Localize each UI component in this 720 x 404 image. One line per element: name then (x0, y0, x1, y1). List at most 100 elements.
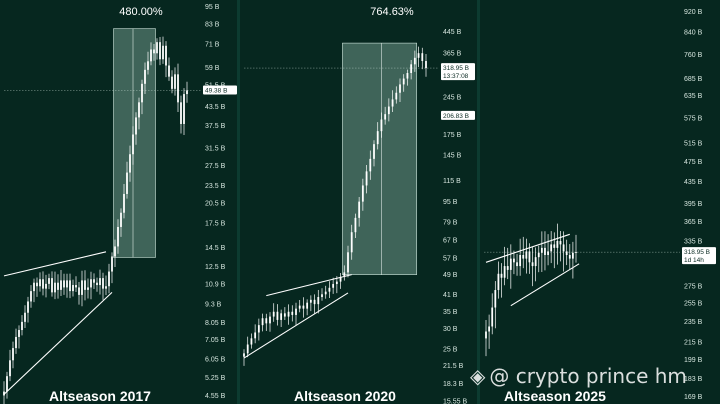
chart-title: Altseason 2017 (49, 388, 151, 404)
candle-body (361, 185, 364, 202)
candle-body (39, 279, 41, 287)
y-tick-label: 18.3 B (443, 381, 464, 388)
candle-body (33, 282, 35, 292)
candle-body (395, 92, 398, 100)
candle-body (45, 283, 47, 289)
price-tag-time: 13:37:08 (443, 73, 469, 80)
candle-body (3, 391, 5, 396)
trendline-upper (266, 274, 352, 297)
candle-body (575, 252, 577, 253)
candle-body (283, 313, 286, 317)
y-tick-label: 5.25 B (205, 375, 226, 382)
candle-body (380, 119, 383, 132)
candle-body (69, 280, 71, 292)
trendline-upper (485, 233, 570, 263)
price-tag-bg (441, 63, 475, 81)
y-tick-label: 57 B (443, 255, 458, 262)
candle-body (365, 171, 368, 186)
candle-body (291, 311, 294, 315)
candle-body (42, 279, 44, 289)
y-tick-label: 17.5 B (205, 221, 226, 228)
candle-body (485, 331, 487, 339)
price-tag-bg (203, 85, 237, 95)
y-tick-label: 6.05 B (205, 357, 226, 364)
candle-body (559, 240, 562, 245)
candle-body (513, 258, 515, 263)
y-tick-label: 15.55 B (443, 399, 467, 404)
candle-body (156, 42, 158, 54)
candle-body (24, 312, 26, 322)
candle-body (306, 302, 309, 309)
candle-body (369, 158, 372, 172)
candle-body (343, 272, 346, 277)
candle-body (537, 252, 540, 258)
candle-body (497, 273, 500, 291)
candle-body (509, 258, 512, 270)
candle-body (27, 301, 29, 313)
candle-body (491, 307, 494, 327)
candle-body (183, 94, 185, 124)
candle-body (81, 280, 83, 295)
y-tick-label: 12.5 B (205, 264, 226, 271)
y-tick-label: 920 B (684, 9, 703, 16)
candle-body (413, 57, 416, 65)
y-tick-label: 575 B (684, 116, 703, 123)
candle-body (102, 278, 104, 289)
candle-body (54, 282, 56, 293)
candle-body (243, 353, 245, 357)
candle-body (302, 305, 305, 309)
candle-body (132, 134, 134, 155)
y-tick-label: 145 B (443, 152, 462, 159)
candle-body (174, 74, 176, 89)
candle-body (186, 90, 188, 95)
y-tick-label: 71 B (205, 41, 220, 48)
candle-body (120, 212, 122, 227)
candle-body (309, 299, 312, 303)
candle-body (15, 336, 17, 349)
chart-2025: 920 B 840 B 760 B 685 B 635 B 575 B 515 B 475 B… (484, 9, 716, 404)
binance-diamond-icon: ◈ (470, 364, 486, 388)
candle-body (321, 294, 323, 298)
y-tick-label: 20.5 B (205, 200, 226, 207)
candle-body (96, 282, 98, 286)
candle-body (78, 287, 80, 295)
candle-body (287, 311, 290, 317)
y-tick-label: 35 B (443, 309, 458, 316)
y-tick-label: 27.5 B (205, 163, 226, 170)
low-tag-bg (441, 110, 475, 120)
candle-body (335, 281, 338, 285)
candle-body (332, 284, 335, 288)
candle-body (562, 244, 565, 252)
candle-body (159, 42, 161, 60)
y-tick-label: 23.5 B (205, 183, 226, 190)
candle-body (384, 114, 387, 120)
candle-body (350, 232, 353, 253)
candle-body (425, 61, 427, 69)
trendline-upper (3, 251, 107, 277)
candle-body (540, 247, 543, 253)
y-tick-label: 515 B (684, 141, 703, 148)
candle-body (90, 279, 92, 288)
candle-body (494, 290, 497, 308)
candle-body (531, 262, 534, 267)
candle-body (406, 72, 409, 79)
y-tick-label: 37.5 B (205, 123, 226, 130)
candle-body (254, 332, 257, 339)
y-tick-label: 115 B (443, 178, 461, 185)
candle-body (417, 53, 420, 58)
candle-body (141, 83, 143, 103)
y-tick-label: 31.5 B (205, 145, 226, 152)
candle-body (553, 244, 556, 248)
candle-body (544, 247, 546, 255)
candle-body (298, 305, 301, 309)
price-tag-time: 1d 14h (684, 257, 704, 264)
candle-body (339, 276, 342, 282)
candle-body (556, 240, 559, 248)
y-tick-label: 635 B (684, 93, 703, 100)
y-tick-label: 275 B (684, 283, 703, 290)
y-tick-label: 235 B (684, 319, 703, 326)
candle-body (60, 280, 62, 290)
candle-body (328, 287, 331, 292)
y-tick-label: 41 B (443, 292, 458, 299)
candle-body (63, 280, 65, 288)
